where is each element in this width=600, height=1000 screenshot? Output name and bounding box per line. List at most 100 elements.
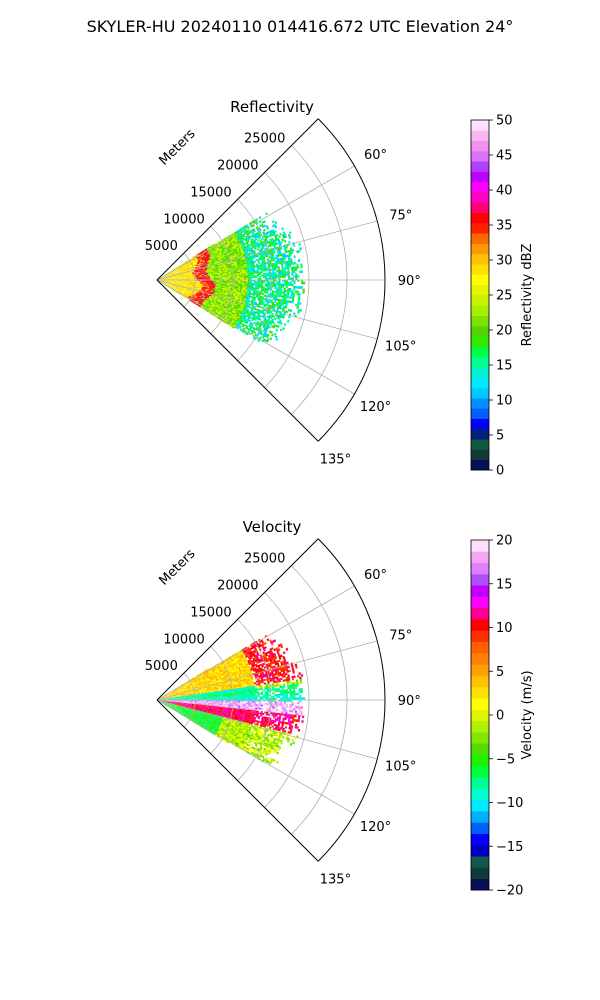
reflectivity-gate xyxy=(240,277,243,279)
reflectivity-gate xyxy=(225,251,228,254)
reflectivity-gate xyxy=(249,276,252,279)
reflectivity-gate xyxy=(167,277,170,278)
reflectivity-gate xyxy=(172,272,175,274)
reflectivity-gate xyxy=(176,272,179,274)
reflectivity-gate xyxy=(182,273,185,275)
reflectivity-gate xyxy=(200,266,203,268)
reflectivity-gate xyxy=(173,276,176,278)
reflectivity-gate xyxy=(283,257,287,260)
reflectivity-gate xyxy=(263,220,266,224)
reflectivity-gate xyxy=(174,272,177,274)
reflectivity-gate xyxy=(289,283,292,287)
reflectivity-gate xyxy=(205,253,208,255)
reflectivity-gate xyxy=(198,277,201,279)
reflectivity-gate xyxy=(261,246,265,250)
reflectivity-title: Reflectivity xyxy=(230,98,314,116)
reflectivity-gate xyxy=(209,257,212,259)
reflectivity-gate xyxy=(299,302,302,305)
reflectivity-gate xyxy=(229,237,232,240)
reflectivity-gate xyxy=(225,250,228,253)
reflectivity-gate xyxy=(196,253,199,256)
reflectivity-gate xyxy=(225,266,228,268)
reflectivity-gate xyxy=(182,266,185,268)
reflectivity-gate xyxy=(160,277,163,279)
reflectivity-gate xyxy=(218,254,221,257)
reflectivity-gate xyxy=(163,275,166,277)
reflectivity-gate xyxy=(179,270,182,272)
reflectivity-gate xyxy=(209,256,212,259)
reflectivity-gate xyxy=(300,270,303,273)
reflectivity-gate xyxy=(175,269,178,271)
reflectivity-gate xyxy=(186,262,189,265)
reflectivity-gate xyxy=(216,242,219,245)
reflectivity-gate xyxy=(176,267,179,269)
reflectivity-gate xyxy=(223,274,226,276)
reflectivity-gate xyxy=(205,249,208,252)
reflectivity-gate xyxy=(227,280,230,283)
reflectivity-gate xyxy=(238,263,242,266)
reflectivity-gate xyxy=(244,276,247,279)
reflectivity-gate xyxy=(213,270,216,272)
reflectivity-gate xyxy=(193,260,197,262)
reflectivity-gate xyxy=(272,255,275,258)
reflectivity-gate xyxy=(189,278,192,279)
reflectivity-gate xyxy=(182,267,185,269)
reflectivity-gate xyxy=(256,248,260,251)
reflectivity-gate xyxy=(219,277,222,279)
reflectivity-gate xyxy=(228,249,232,252)
reflectivity-gate xyxy=(161,277,164,278)
reflectivity-gate xyxy=(247,276,250,279)
reflectivity-gate xyxy=(287,281,290,284)
reflectivity-gate xyxy=(194,267,197,269)
reflectivity-gate xyxy=(238,262,241,265)
reflectivity-gate xyxy=(164,278,167,279)
reflectivity-gate xyxy=(195,270,198,272)
reflectivity-gate xyxy=(179,269,182,271)
reflectivity-gate xyxy=(191,259,194,262)
reflectivity-gate xyxy=(259,284,262,287)
reflectivity-gate xyxy=(190,272,193,274)
reflectivity-gate xyxy=(276,281,279,284)
reflectivity-gate xyxy=(273,332,277,336)
reflectivity-gate xyxy=(227,264,230,267)
reflectivity-gate xyxy=(222,255,226,258)
reflectivity-gate xyxy=(198,252,201,255)
reflectivity-gate xyxy=(225,280,228,283)
reflectivity-gate xyxy=(221,265,225,268)
reflectivity-gate xyxy=(196,257,199,259)
reflectivity-gate xyxy=(181,275,184,277)
reflectivity-gate xyxy=(221,248,225,251)
reflectivity-gate xyxy=(203,258,206,260)
reflectivity-gate xyxy=(173,271,176,273)
reflectivity-gate xyxy=(196,267,200,269)
reflectivity-gate xyxy=(187,269,190,271)
reflectivity-gate xyxy=(196,261,199,263)
reflectivity-gate xyxy=(235,266,238,269)
reflectivity-gate xyxy=(169,277,172,279)
reflectivity-gate xyxy=(190,272,193,274)
reflectivity-gate xyxy=(228,275,231,277)
reflectivity-gate xyxy=(228,283,231,285)
reflectivity-gate xyxy=(278,260,281,263)
reflectivity-gate xyxy=(202,251,205,253)
reflectivity-gate xyxy=(276,275,279,278)
reflectivity-gate xyxy=(178,267,181,269)
reflectivity-gate xyxy=(253,268,256,271)
reflectivity-gate xyxy=(175,269,178,271)
reflectivity-colorbar-segment xyxy=(471,387,489,399)
reflectivity-gate xyxy=(182,275,186,276)
reflectivity-gate xyxy=(191,271,195,273)
reflectivity-gate xyxy=(244,275,247,278)
reflectivity-gate xyxy=(199,263,202,266)
reflectivity-gate xyxy=(201,272,204,274)
reflectivity-gate xyxy=(245,224,249,227)
reflectivity-gate xyxy=(187,268,190,271)
reflectivity-gate xyxy=(213,253,217,256)
reflectivity-gate xyxy=(208,246,211,249)
reflectivity-gate xyxy=(172,271,175,273)
reflectivity-gate xyxy=(269,244,272,247)
reflectivity-gate xyxy=(213,252,216,255)
reflectivity-gate xyxy=(200,268,204,270)
reflectivity-gate xyxy=(186,266,189,269)
reflectivity-gate xyxy=(251,251,254,254)
